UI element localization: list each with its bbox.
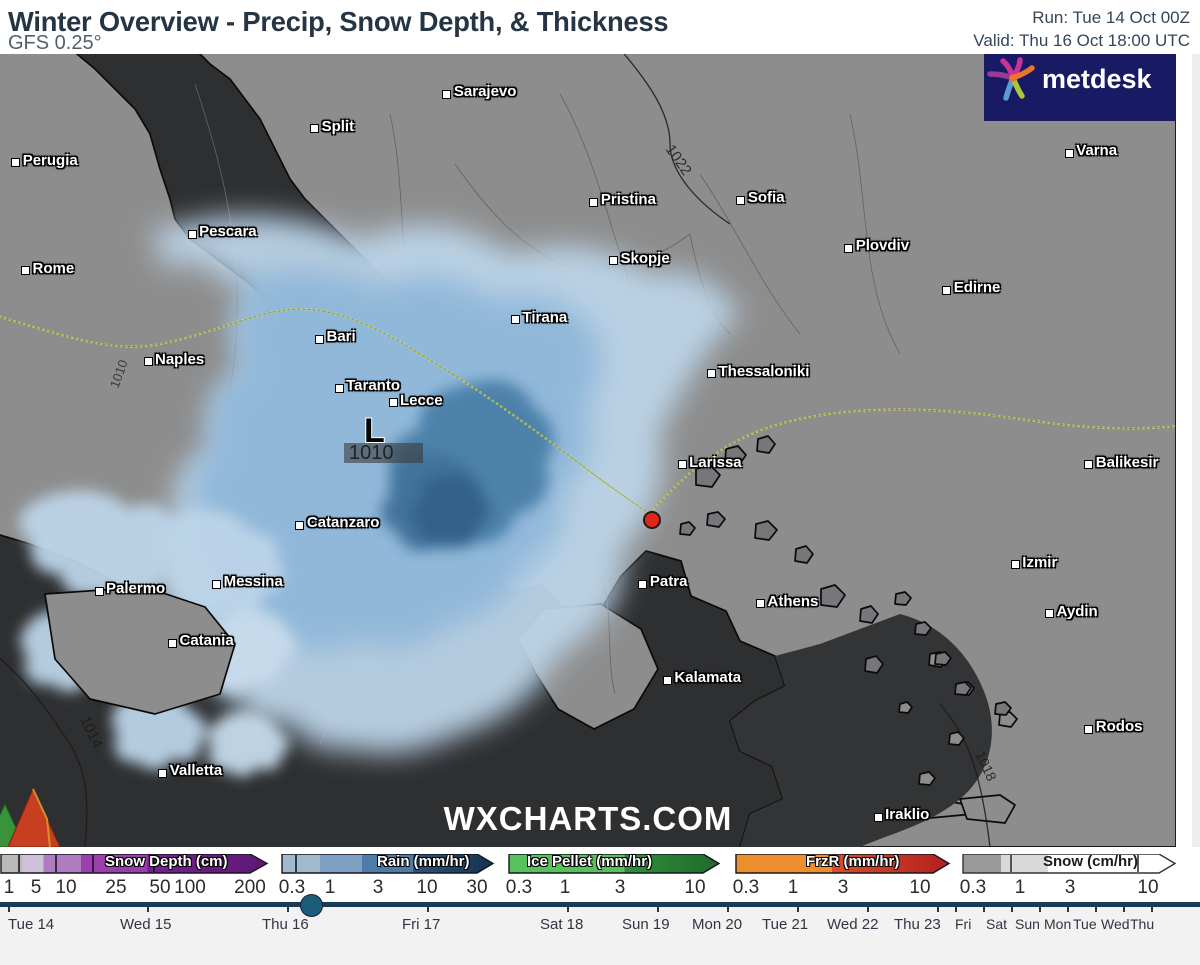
svg-text:metdesk: metdesk <box>1042 64 1153 94</box>
